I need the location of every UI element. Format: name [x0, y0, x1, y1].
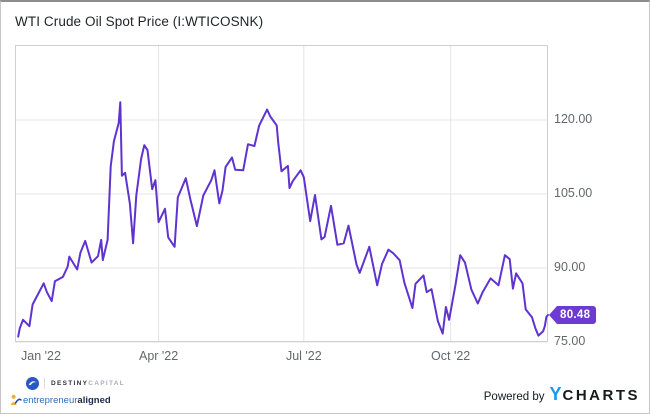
x-axis-tick: Jan '22	[21, 349, 61, 363]
entrepreneur-aligned-logo: entrepreneur aligned	[10, 394, 111, 406]
powered-by-label: Powered by	[483, 391, 545, 403]
price-line-series	[17, 101, 549, 338]
destiny-capital-logo: DESTINY CAPITAL	[26, 376, 125, 390]
plot-border	[15, 45, 548, 342]
y-axis-tick: 120.00	[554, 111, 593, 126]
entrepreneur-label: entrepreneur	[23, 394, 78, 406]
badge-arrow-icon	[549, 305, 557, 324]
ycharts-wordmark: CHARTS	[562, 387, 640, 404]
last-price-value: 80.48	[557, 305, 597, 324]
ycharts-y-logo: Y	[549, 384, 563, 404]
y-axis-tick: 105.00	[554, 185, 593, 200]
x-axis-tick: Oct '22	[431, 349, 471, 363]
last-price-badge: 80.48	[549, 305, 597, 324]
x-axis-tick: Jul '22	[285, 349, 322, 363]
chart-title: WTI Crude Oil Spot Price (I:WTICOSNK)	[15, 14, 264, 29]
entrepreneur-aligned-icon	[10, 394, 22, 405]
destiny-capital-icon	[26, 376, 39, 390]
logo-divider	[44, 377, 45, 389]
x-axis-tick: Apr '22	[139, 349, 179, 363]
y-axis-tick: 75.00	[554, 334, 586, 348]
y-axis-tick: 90.00	[554, 259, 586, 274]
destiny-label: DESTINY	[51, 379, 89, 387]
price-line-chart[interactable]	[15, 45, 549, 343]
aligned-label: aligned	[77, 394, 111, 406]
powered-by-ycharts[interactable]: Powered by Y CHARTS	[484, 384, 640, 405]
capital-label: CAPITAL	[88, 379, 126, 387]
